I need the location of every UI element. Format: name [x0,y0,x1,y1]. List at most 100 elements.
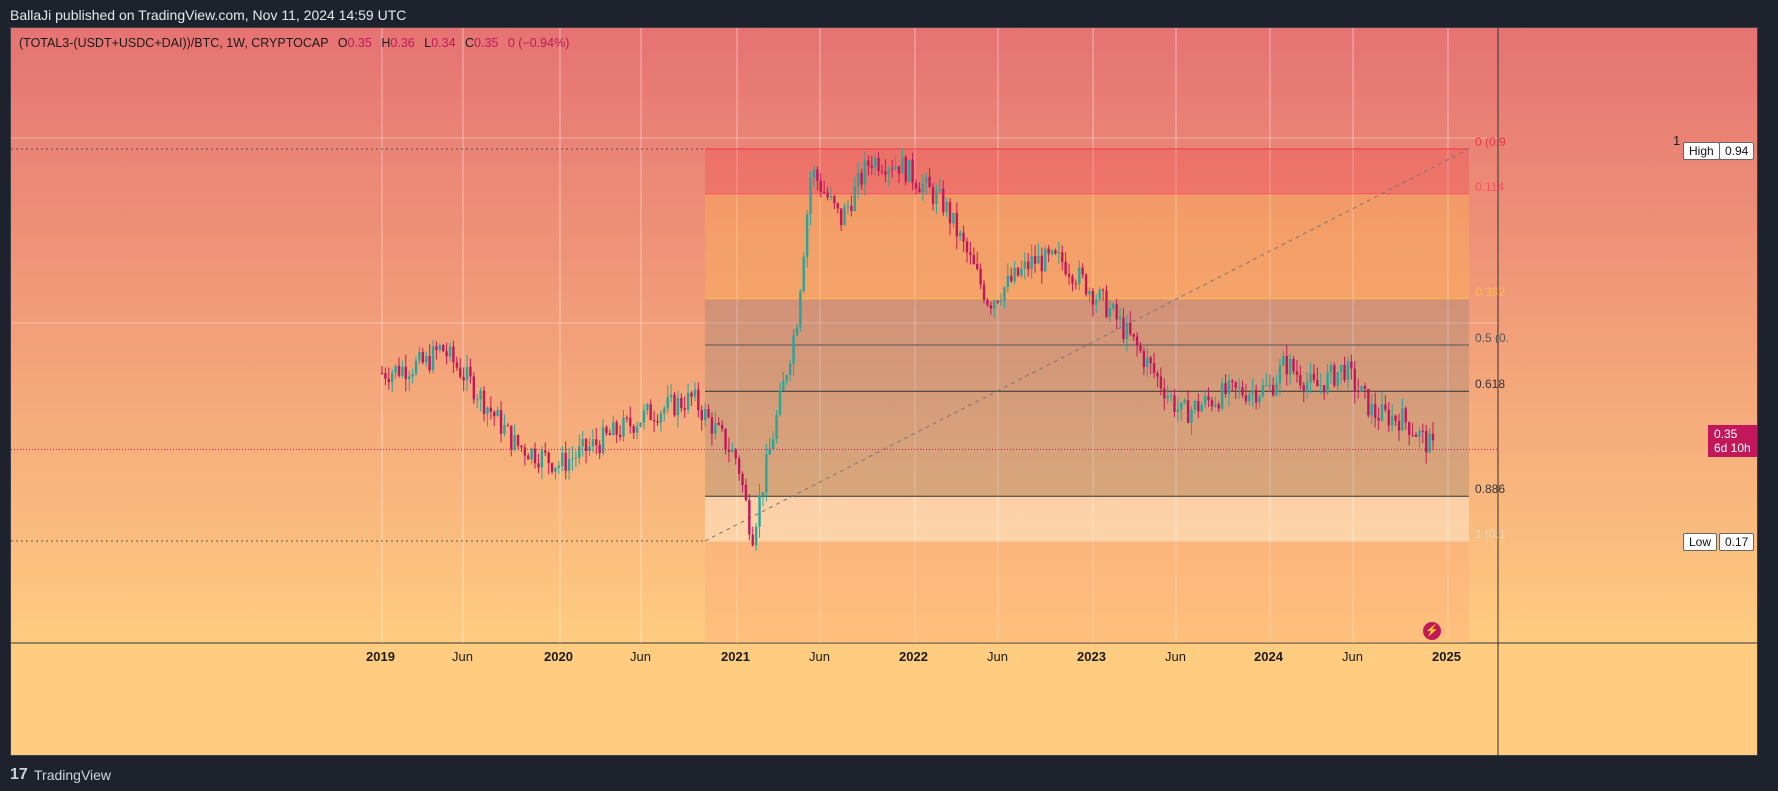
candle-body [863,160,867,185]
candle-body [1288,359,1292,375]
time-axis-label: Jun [987,649,1008,664]
candle-body [1346,361,1350,381]
candle-body [1407,422,1411,435]
candle-body [1367,388,1370,416]
candle-body [969,252,972,256]
candle-body [765,454,768,493]
publish-header: BallaJi published on TradingView.com, No… [0,0,1778,28]
candle-body [537,463,540,468]
candle-body [1010,275,1013,282]
candle-body [1431,433,1435,441]
candle-body [843,206,846,226]
candle-body [578,446,581,458]
candle-body [873,157,877,168]
candle-body [758,495,761,527]
symbol-name: (TOTAL3-(USDT+USDC+DAI))/BTC, 1W, CRYPTO… [19,36,329,50]
flash-icon[interactable]: ⚡ [1423,622,1441,640]
candle-body [1265,385,1268,387]
candle-body [911,159,914,183]
candle-body [1180,402,1183,410]
candle-body [676,397,680,416]
candle-body [846,205,850,207]
candle-body [605,427,608,434]
fib-level-label: 0.618 [1475,377,1506,392]
candle-body [411,373,414,377]
candle-body [1329,365,1333,373]
candle-body [394,365,397,373]
tradingview-logo-icon[interactable]: 17 [10,766,28,783]
candle-body [1360,385,1363,392]
time-axis-label: 2022 [899,649,928,664]
close-key: C [465,36,475,50]
candle-body [993,300,996,309]
time-axis-label: Jun [452,649,473,664]
candle-body [1390,415,1394,426]
time-axis-label: 2024 [1254,649,1283,664]
candle-body [1292,359,1295,372]
candle-body [952,212,955,224]
price-scale-top: 1 [1673,133,1681,148]
candle-body [1210,400,1214,407]
candle-body [1183,400,1186,403]
candle-body [1207,396,1210,401]
candle-body [737,458,741,475]
price-chart[interactable] [11,28,1758,756]
candle-body [455,362,459,368]
candle-body [1105,290,1108,317]
candle-body [1115,304,1118,320]
candle-body [608,433,612,436]
candle-body [1037,255,1040,264]
candle-body [965,241,969,253]
symbol-legend: (TOTAL3-(USDT+USDC+DAI))/BTC, 1W, CRYPTO… [19,36,569,50]
candle-body [1040,255,1044,272]
candle-body [1156,372,1159,377]
candle-body [890,168,894,170]
candle-body [942,188,945,213]
candle-body [1336,372,1339,386]
candle-body [1258,395,1261,403]
candle-body [1237,387,1241,389]
candle-body [897,166,901,174]
candle-body [557,465,561,468]
brand-name[interactable]: TradingView [34,767,112,783]
candle-body [438,345,442,350]
candle-body [1275,383,1278,396]
candle-body [700,410,703,421]
fib-zone [705,391,1469,497]
candle-body [652,419,656,422]
candle-body [1016,267,1020,276]
candle-body [387,378,391,383]
candle-body [680,397,683,409]
candle-body [666,397,669,409]
candle-body [1305,382,1309,392]
candle-body [928,176,931,188]
candle-body [1322,385,1326,393]
candle-body [809,177,812,215]
candle-body [639,422,642,427]
candle-body [510,425,513,450]
candle-body [1251,389,1254,395]
candle-body [397,365,401,376]
fib-level-label: 0.382 [1475,284,1506,299]
candle-body [445,351,448,357]
candle-body [788,363,792,376]
candle-body [921,183,925,193]
change-value: 0 (−0.94%) [507,36,570,50]
candle-body [1268,385,1271,387]
candle-body [1363,385,1367,389]
candle-body [1418,430,1421,438]
candle-body [554,467,557,472]
candle-body [1054,250,1057,254]
close-value: 0.35 [474,36,499,50]
candle-body [547,452,550,464]
candle-body [703,409,707,421]
candle-body [996,300,999,302]
candle-body [1159,376,1163,389]
chart-pane[interactable]: (TOTAL3-(USDT+USDC+DAI))/BTC, 1W, CRYPTO… [10,27,1758,756]
candle-body [1411,434,1414,436]
candle-body [540,450,544,468]
candle-body [615,422,618,435]
candle-body [1285,355,1288,375]
candle-body [625,417,629,419]
candle-body [408,376,411,379]
